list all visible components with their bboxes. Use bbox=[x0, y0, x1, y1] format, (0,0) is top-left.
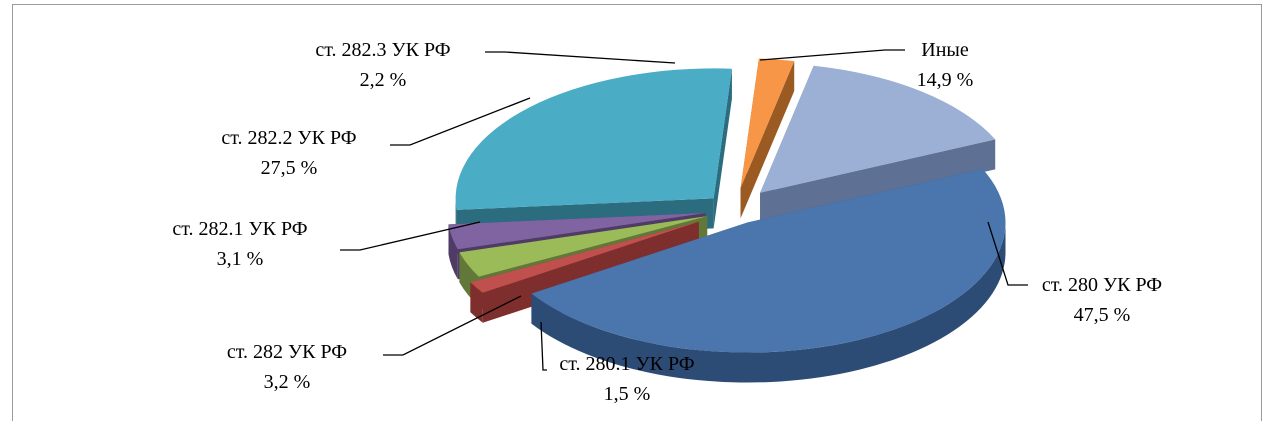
slice-280-1-top bbox=[470, 221, 699, 293]
slice-282-top bbox=[459, 216, 708, 277]
label-280-1: ст. 280.1 УК РФ bbox=[559, 353, 694, 375]
label-282-1: ст. 282.1 УК РФ bbox=[172, 218, 307, 240]
slice-280-leader bbox=[987, 221, 1028, 286]
label-282: ст. 282 УК РФ bbox=[227, 341, 347, 363]
slice-280-1-wall-1 bbox=[470, 221, 699, 313]
slice-282-1-rim-0 bbox=[448, 224, 458, 280]
value-280-1: 1,5 % bbox=[604, 383, 651, 405]
value-280: 47,5 % bbox=[1074, 304, 1131, 326]
slice-other-leader bbox=[759, 49, 905, 61]
value-282-1: 3,1 % bbox=[217, 248, 264, 270]
leader-lines bbox=[340, 49, 1028, 371]
slice-282-1-top bbox=[448, 213, 706, 250]
slice-280-top bbox=[531, 169, 1006, 353]
value-other: 14,9 % bbox=[917, 69, 974, 91]
slice-282-leader bbox=[383, 295, 522, 356]
slices-layer bbox=[448, 58, 1006, 383]
slice-280-1-leader bbox=[540, 321, 547, 371]
value-282-2: 27,5 % bbox=[261, 157, 318, 179]
slice-282-3-top bbox=[740, 58, 795, 189]
value-282-3: 2,2 % bbox=[360, 69, 407, 91]
label-other: Иные bbox=[921, 39, 969, 61]
slice-280-rim-0 bbox=[531, 222, 1006, 383]
slice-280 bbox=[531, 169, 1006, 383]
slice-other-wall-1 bbox=[760, 139, 996, 223]
slice-282-2-leader bbox=[390, 97, 531, 146]
slice-282-3-wall-1 bbox=[740, 61, 795, 219]
slice-280-1-rim-0 bbox=[470, 282, 483, 323]
label-282-3: ст. 282.3 УК РФ bbox=[315, 39, 450, 61]
slice-282-wall-1 bbox=[459, 216, 708, 283]
slice-282-3 bbox=[740, 58, 795, 219]
label-282-2: ст. 282.2 УК РФ bbox=[221, 127, 356, 149]
value-282: 3,2 % bbox=[264, 371, 311, 393]
slice-other-top bbox=[760, 65, 996, 193]
labels-layer: ст. 280 УК РФ 47,5 % ст. 280.1 УК РФ 1,5… bbox=[172, 39, 1162, 405]
slice-282-3-leader bbox=[485, 51, 676, 64]
slice-282-2-wall-1 bbox=[713, 68, 732, 229]
label-280: ст. 280 УК РФ bbox=[1042, 274, 1162, 296]
chart-frame bbox=[12, 4, 1262, 421]
slice-282-2-top bbox=[455, 68, 732, 210]
slice-other bbox=[760, 65, 996, 223]
slice-282-1-leader bbox=[340, 221, 481, 251]
